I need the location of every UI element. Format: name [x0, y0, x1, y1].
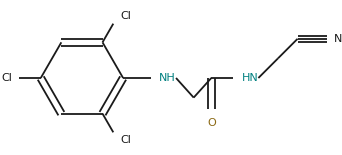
Text: O: O: [207, 118, 216, 128]
Text: Cl: Cl: [120, 11, 131, 21]
Text: Cl: Cl: [1, 73, 12, 83]
Text: Cl: Cl: [120, 135, 131, 145]
Text: N: N: [334, 34, 342, 44]
Text: NH: NH: [158, 73, 175, 83]
Text: HN: HN: [242, 73, 259, 83]
